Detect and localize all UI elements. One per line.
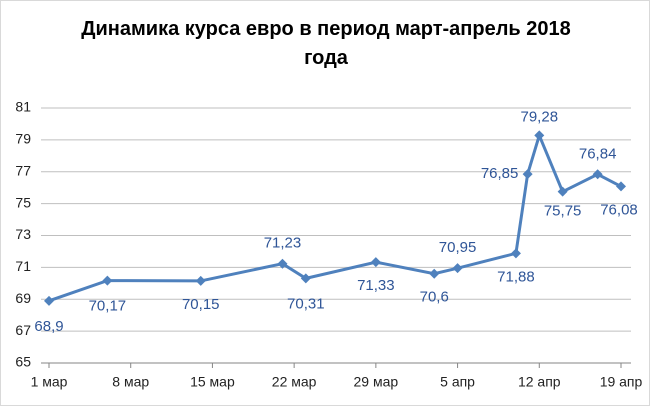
data-label: 70,15 [182, 296, 220, 313]
data-label: 70,17 [89, 298, 127, 315]
marker [277, 258, 288, 269]
marker [195, 275, 206, 286]
x-tick-label: 22 мар [272, 374, 317, 390]
data-label: 70,95 [439, 239, 477, 256]
data-label: 71,88 [497, 268, 535, 285]
data-label: 70,6 [420, 289, 449, 306]
line [48, 130, 622, 303]
y-tick-label: 75 [15, 194, 31, 210]
data-label: 70,31 [287, 295, 325, 312]
marker [616, 181, 626, 192]
marker [452, 263, 463, 274]
marker [534, 130, 545, 141]
y-tick-label: 65 [15, 354, 31, 370]
chart-title: Динамика курса евро в период март-апрель… [81, 18, 571, 69]
y-tick-label: 71 [15, 258, 31, 274]
data-label: 79,28 [521, 108, 559, 125]
data-label: 71,33 [357, 277, 395, 294]
x-tick-label: 19 апр [600, 374, 643, 390]
data-label: 68,9 [34, 318, 63, 335]
y-tick-label: 73 [15, 226, 31, 242]
data-label: 75,75 [544, 203, 582, 220]
y-tick-label: 69 [15, 290, 31, 306]
y-tick-label: 77 [15, 162, 31, 178]
marker [370, 257, 381, 268]
data-label: 76,85 [481, 165, 519, 182]
marker [510, 248, 521, 259]
marker [429, 268, 440, 279]
marker [522, 169, 533, 180]
marker [300, 273, 311, 284]
y-tick-label: 81 [15, 99, 31, 115]
marker [102, 275, 113, 286]
x-tick-label: 29 мар [354, 374, 399, 390]
marker [557, 186, 568, 197]
marker [592, 169, 603, 180]
y-tick-label: 79 [15, 131, 31, 147]
data-label: 76,84 [579, 145, 617, 162]
y-tick-label: 67 [15, 322, 31, 338]
x-tick-label: 1 мар [31, 374, 68, 390]
x-tick-label: 5 апр [440, 374, 475, 390]
data-label: 76,08 [600, 201, 638, 218]
x-tick-label: 8 мар [112, 374, 149, 390]
marker [44, 295, 54, 306]
data-label: 71,23 [264, 235, 302, 252]
x-tick-label: 15 мар [190, 374, 235, 390]
x-tick-label: 12 апр [518, 374, 561, 390]
